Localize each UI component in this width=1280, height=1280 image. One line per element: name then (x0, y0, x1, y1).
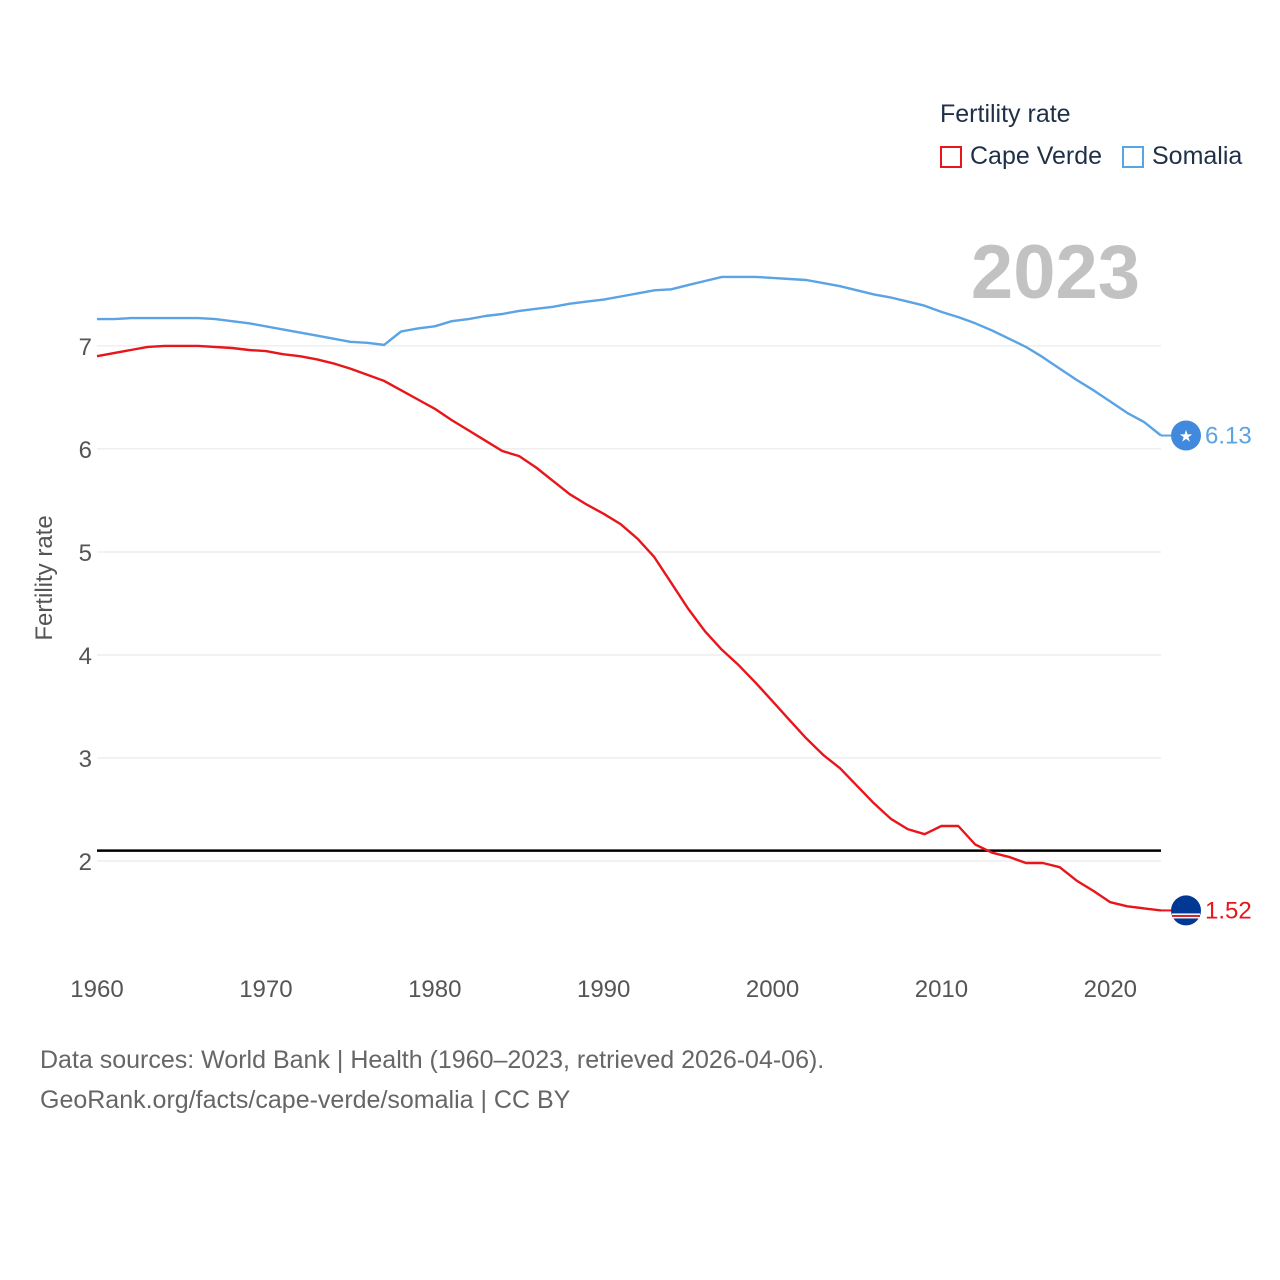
x-tick-label: 1970 (239, 976, 292, 1003)
year-watermark: 2023 (971, 230, 1140, 315)
series-line-cape-verde[interactable] (96, 344, 1162, 912)
y-tick-label: 3 (79, 746, 92, 773)
legend-label-cape-verde: Cape Verde (970, 142, 1103, 170)
y-tick-label: 7 (79, 334, 92, 361)
series-line-somalia[interactable] (97, 275, 1162, 437)
cape-verde-flag-icon (1171, 895, 1201, 926)
legend-title: Fertility rate (940, 100, 1071, 128)
end-markers: 1.52 ★ 6.13 (1161, 420, 1252, 926)
x-tick-label: 2020 (1084, 976, 1137, 1003)
legend-swatch-cape-verde (940, 145, 962, 168)
legend-item-somalia[interactable]: Somalia (1122, 142, 1242, 171)
legend-label-somalia: Somalia (1152, 142, 1243, 170)
legend-swatch-somalia (1122, 145, 1144, 168)
series-lines (96, 275, 1162, 912)
x-tick-label: 1960 (70, 976, 123, 1003)
x-tick-label: 2000 (746, 976, 799, 1003)
x-tick-label: 2010 (915, 976, 968, 1003)
y-tick-label: 2 (79, 849, 92, 876)
flag-red-stripe (1172, 914, 1200, 917)
legend-item-cape-verde[interactable]: Cape Verde (940, 142, 1102, 171)
somalia-flag-icon (1171, 420, 1201, 451)
y-tick-label: 4 (79, 643, 92, 670)
end-value-label-cape-verde: 1.52 (1205, 897, 1252, 924)
x-tick-label: 1980 (408, 976, 461, 1003)
star-icon: ★ (1179, 429, 1193, 446)
y-tick-label: 5 (79, 540, 92, 567)
y-axis-title: Fertility rate (31, 515, 58, 640)
y-axis-ticks: 2 3 4 5 6 7 (79, 334, 92, 876)
x-axis-ticks: 1960 1970 1980 1990 2000 2010 2020 (70, 976, 1137, 1003)
footer-sources: Data sources: World Bank | Health (1960–… (40, 1046, 825, 1074)
grid-lines (97, 345, 1161, 862)
footer-link[interactable]: GeoRank.org/facts/cape-verde/somalia | C… (40, 1086, 571, 1114)
y-tick-label: 6 (79, 437, 92, 464)
x-tick-label: 1990 (577, 976, 630, 1003)
end-value-label-somalia: 6.13 (1205, 423, 1252, 450)
